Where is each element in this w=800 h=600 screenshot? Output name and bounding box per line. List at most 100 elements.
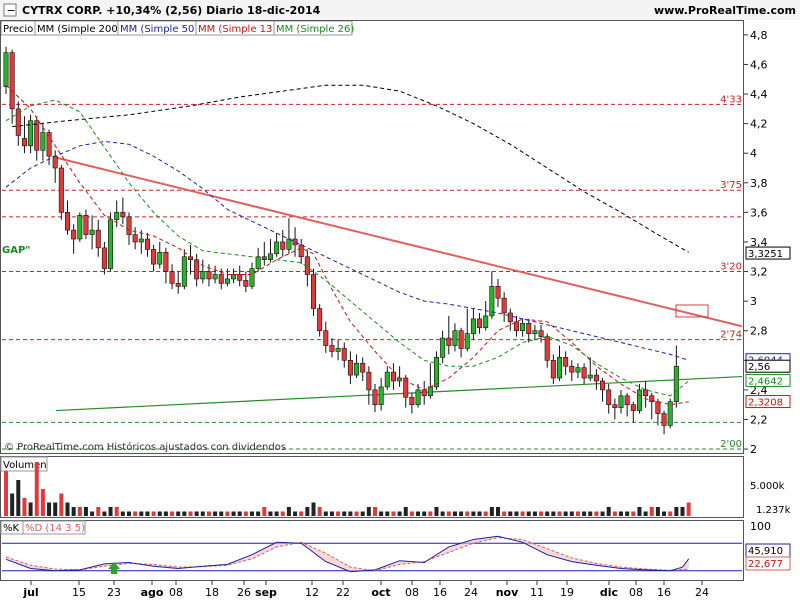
candle-body (372, 389, 378, 405)
candle-body (581, 367, 587, 379)
volume-bar (594, 511, 599, 516)
volume-bar (563, 511, 568, 516)
candle-body (329, 345, 335, 352)
volume-bar (274, 511, 279, 516)
candle-body (612, 404, 618, 408)
volume-bar (452, 511, 457, 516)
candle-body (489, 286, 495, 317)
volume-bar (348, 511, 353, 516)
volume-bar (188, 511, 193, 516)
candle-body (360, 362, 366, 373)
legend-precio[interactable]: Precio (3, 24, 33, 35)
volume-bar (440, 511, 445, 516)
volume-bar (539, 511, 544, 516)
legend-mm50[interactable]: MM (Simple 50) (120, 24, 198, 35)
candle-body (354, 362, 360, 376)
price-tick-label: 2,2 (750, 413, 768, 426)
volume-bar (434, 507, 439, 516)
volume-title[interactable]: Volumen (3, 460, 47, 471)
collapse-icon[interactable]: − (7, 4, 16, 17)
candle-body (667, 401, 673, 426)
stoch-d-line (5, 537, 689, 572)
volume-bar (600, 511, 605, 516)
volume-bar (520, 511, 525, 516)
candle-body (643, 389, 649, 397)
candle-body (649, 395, 655, 403)
volume-bar (508, 511, 513, 516)
volume-bar (139, 511, 144, 516)
price-tick-label: 2,4 (750, 384, 768, 397)
stoch-k-value: 45,910 (748, 546, 783, 557)
candle-body (569, 365, 575, 373)
candle-body (483, 315, 489, 329)
candle-body (636, 389, 642, 411)
price-overlays: 4'33 3'75 3'20 2'74 2'00 (2, 94, 743, 450)
x-tick-label: 18 (205, 586, 219, 599)
candle-body (114, 212, 120, 221)
volume-bar (71, 507, 76, 516)
volume-bar (127, 511, 131, 516)
volume-bar (108, 507, 113, 516)
candle-body (194, 259, 200, 280)
x-tick-label: 08 (405, 586, 419, 599)
candle-body (101, 247, 107, 269)
candle-body (440, 337, 446, 358)
volume-bar (102, 511, 107, 516)
volume-bar (588, 511, 593, 516)
volume-bar (305, 507, 310, 516)
volume-bar (40, 489, 45, 516)
volume-bar (391, 511, 396, 516)
volume-bar (619, 511, 623, 516)
legend-mm13[interactable]: MM (Simple 13) (198, 24, 276, 35)
target-zone-box (675, 304, 709, 318)
stoch-title-d[interactable]: %D (14 3 5) (25, 523, 85, 534)
volume-bar (299, 511, 304, 516)
candle-body (58, 167, 64, 213)
candle-body (390, 371, 396, 382)
candle-body (550, 359, 556, 379)
collapse-button[interactable] (3, 3, 17, 17)
price-tick-label: 3 (750, 295, 757, 308)
candle-body (224, 278, 230, 284)
candle-body (538, 330, 544, 337)
candle-body (255, 256, 261, 269)
volume-bar (170, 511, 175, 516)
candle-body (243, 280, 249, 287)
volume-bar (471, 511, 476, 516)
volume-bar (65, 502, 70, 516)
candle-body (452, 330, 458, 346)
volume-tick-1237k: 1.237k (756, 505, 791, 516)
candle-body (200, 271, 206, 280)
price-tick-label: 4 (750, 147, 757, 160)
volume-bar (514, 511, 519, 516)
x-tick-label: jul (22, 586, 38, 599)
x-tick-label: 15 (72, 586, 86, 599)
price-marker-box (745, 373, 791, 387)
price-tick-label: 2,8 (750, 325, 768, 338)
volume-bar (459, 511, 464, 516)
volume-bars (4, 462, 691, 516)
volume-bar (90, 511, 95, 516)
price-marker-label: 2,3208 (748, 398, 783, 409)
candle-body (89, 229, 95, 235)
stoch-k-line (5, 535, 690, 573)
volume-bar (379, 511, 384, 516)
price-marker-label: 2,4642 (748, 376, 783, 387)
candle-body (366, 371, 372, 391)
legend-mm200[interactable]: MM (Simple 200) (37, 24, 122, 35)
volume-bar (557, 511, 562, 516)
volume-bar (354, 511, 359, 516)
volume-panel-frame (0, 456, 744, 518)
volume-bar (489, 507, 494, 516)
sma50-line (5, 140, 689, 361)
volume-bar (250, 511, 254, 516)
legend-mm26[interactable]: MM (Simple 26) (276, 24, 354, 35)
price-tick-label: 4,8 (750, 29, 768, 42)
volume-bar (483, 511, 488, 516)
stoch-title-d-box[interactable] (22, 520, 86, 535)
x-tick-label: 16 (657, 586, 671, 599)
gap-label: GAP" (2, 245, 31, 256)
volume-bar (532, 511, 537, 516)
stoch-title-k[interactable]: %K (3, 523, 20, 534)
